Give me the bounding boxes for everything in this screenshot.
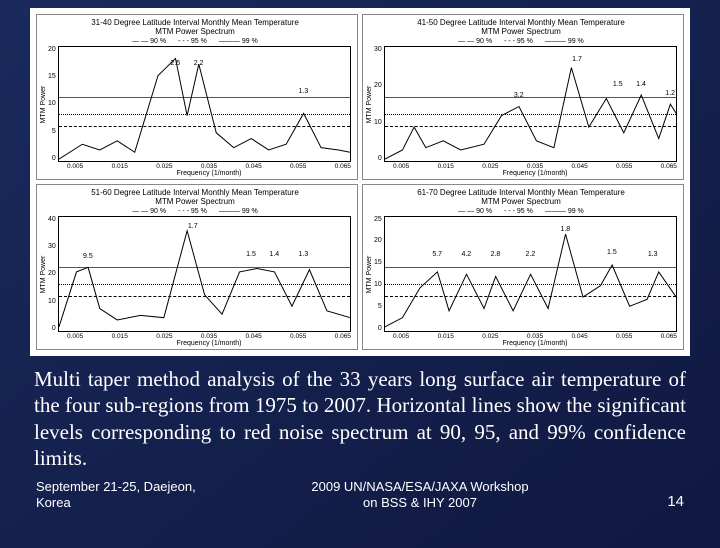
spectrum-panel-2: 51-60 Degree Latitude Interval Monthly M… bbox=[36, 184, 358, 350]
peak-label: 1.5 bbox=[607, 249, 617, 256]
x-ticks: 0.0050.0150.0250.0350.0450.0550.065 bbox=[393, 162, 677, 170]
peak-label: 1.4 bbox=[269, 251, 279, 258]
peak-label: 1.7 bbox=[572, 56, 582, 63]
x-axis-label: Frequency (1/month) bbox=[67, 170, 351, 177]
y-axis-label: MTM Power bbox=[365, 46, 374, 162]
peak-label: 1.3 bbox=[648, 251, 658, 258]
y-axis-label: MTM Power bbox=[39, 216, 48, 332]
x-ticks: 0.0050.0150.0250.0350.0450.0550.065 bbox=[67, 162, 351, 170]
spectrum-panel-1: 41-50 Degree Latitude Interval Monthly M… bbox=[362, 14, 684, 180]
figure-caption: Multi taper method analysis of the 33 ye… bbox=[0, 356, 720, 471]
peak-label: 5.7 bbox=[432, 251, 442, 258]
spectrum-line bbox=[59, 217, 350, 331]
x-axis-label: Frequency (1/month) bbox=[393, 170, 677, 177]
peak-label: 9.5 bbox=[83, 253, 93, 260]
panel-legend: — — 90 %- - - 95 %——— 99 % bbox=[39, 208, 351, 216]
spectrum-line bbox=[385, 47, 676, 161]
plot-box: 2.5 2.2 1.3 bbox=[58, 46, 351, 162]
peak-label: 2.5 bbox=[170, 60, 180, 67]
y-ticks: 2520151050 bbox=[374, 216, 384, 332]
panel-title: 41-50 Degree Latitude Interval Monthly M… bbox=[365, 17, 677, 38]
panel-title: 61-70 Degree Latitude Interval Monthly M… bbox=[365, 187, 677, 208]
slide-footer: September 21-25, Daejeon, Korea 2009 UN/… bbox=[0, 471, 720, 510]
spectrum-line bbox=[59, 47, 350, 161]
peak-label: 1.4 bbox=[636, 81, 646, 88]
peak-label: 1.5 bbox=[613, 81, 623, 88]
y-ticks: 20151050 bbox=[48, 46, 58, 162]
peak-label: 1.8 bbox=[560, 226, 570, 233]
x-axis-label: Frequency (1/month) bbox=[393, 340, 677, 347]
peak-label: 1.3 bbox=[299, 251, 309, 258]
peak-label: 3.2 bbox=[514, 92, 524, 99]
panel-legend: — — 90 %- - - 95 %——— 99 % bbox=[365, 38, 677, 46]
plot-box: 5.7 4.2 2.8 2.2 1.8 1.5 1.3 bbox=[384, 216, 677, 332]
peak-label: 2.2 bbox=[526, 251, 536, 258]
y-ticks: 403020100 bbox=[48, 216, 58, 332]
page-number: 14 bbox=[624, 493, 684, 510]
panel-legend: — — 90 %- - - 95 %——— 99 % bbox=[39, 38, 351, 46]
panel-legend: — — 90 %- - - 95 %——— 99 % bbox=[365, 208, 677, 216]
peak-label: 1.2 bbox=[665, 90, 675, 97]
x-ticks: 0.0050.0150.0250.0350.0450.0550.065 bbox=[393, 332, 677, 340]
chart-grid: 31-40 Degree Latitude Interval Monthly M… bbox=[30, 8, 690, 356]
spectrum-line bbox=[385, 217, 676, 331]
peak-label: 1.3 bbox=[299, 88, 309, 95]
spectrum-panel-3: 61-70 Degree Latitude Interval Monthly M… bbox=[362, 184, 684, 350]
peak-label: 1.5 bbox=[246, 251, 256, 258]
peak-label: 2.8 bbox=[491, 251, 501, 258]
peak-label: 1.7 bbox=[188, 223, 198, 230]
plot-box: 3.2 1.7 1.5 1.4 1.2 bbox=[384, 46, 677, 162]
panel-title: 51-60 Degree Latitude Interval Monthly M… bbox=[39, 187, 351, 208]
peak-label: 4.2 bbox=[461, 251, 471, 258]
footer-date-location: September 21-25, Daejeon, Korea bbox=[36, 479, 216, 510]
y-ticks: 3020100 bbox=[374, 46, 384, 162]
x-axis-label: Frequency (1/month) bbox=[67, 340, 351, 347]
x-ticks: 0.0050.0150.0250.0350.0450.0550.065 bbox=[67, 332, 351, 340]
panel-title: 31-40 Degree Latitude Interval Monthly M… bbox=[39, 17, 351, 38]
footer-conference: 2009 UN/NASA/ESA/JAXA Workshop on BSS & … bbox=[216, 479, 624, 510]
y-axis-label: MTM Power bbox=[39, 46, 48, 162]
y-axis-label: MTM Power bbox=[365, 216, 374, 332]
peak-label: 2.2 bbox=[194, 60, 204, 67]
spectrum-panel-0: 31-40 Degree Latitude Interval Monthly M… bbox=[36, 14, 358, 180]
plot-box: 9.5 1.7 1.5 1.4 1.3 bbox=[58, 216, 351, 332]
